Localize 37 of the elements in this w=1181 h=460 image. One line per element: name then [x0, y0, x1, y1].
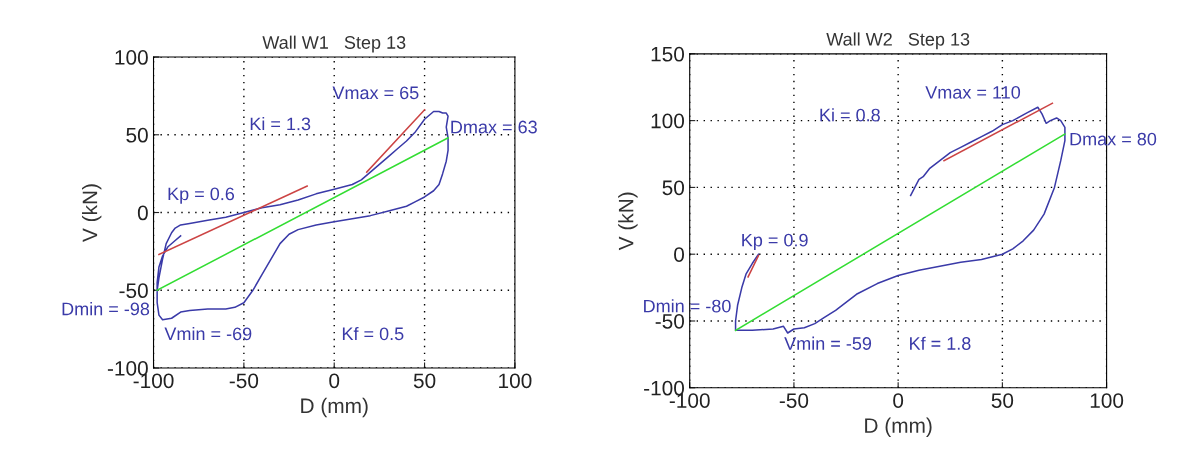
y-tick-label: 150	[651, 46, 685, 62]
annotation: Vmax = 110	[925, 85, 1021, 99]
line-series	[156, 110, 449, 321]
annotation: Kp = 0.6	[168, 187, 235, 204]
x-tick-label: -50	[229, 373, 259, 389]
y-tick-label: 50	[662, 180, 685, 196]
text: Dmin = -98	[62, 302, 150, 316]
x-axis-title: D (mm)	[301, 397, 368, 418]
y-tick-label: 50	[126, 127, 148, 143]
annotation: Dmax = 63	[451, 120, 537, 134]
chart-title: Wall W2 Step 13	[826, 32, 970, 50]
y-axis-title: V (kN)	[618, 192, 638, 251]
annotation: Kf = 0.5	[342, 326, 404, 341]
chart-title: Wall W1 Step 13	[262, 35, 406, 53]
annotation: Vmax = 65	[332, 86, 419, 100]
y-tick-label: 0	[674, 247, 685, 262]
y-tick-label: 0	[137, 205, 148, 221]
y-axis-title: V (kN)	[82, 184, 102, 242]
annotation: Ki = 1.3	[250, 117, 311, 131]
annotation: Ki = 0.8	[820, 108, 880, 122]
annotation: Kp = 0.9	[742, 233, 808, 251]
annotation: Kf = 1.8	[910, 336, 971, 350]
annotation: Dmin = -80	[644, 299, 731, 313]
annotation: Vmin = -59	[784, 336, 872, 350]
x-tick-label: 0	[329, 373, 340, 389]
x-tick-label: 50	[991, 393, 1014, 408]
x-axis-title: D (mm)	[865, 417, 932, 438]
x-tick-label: -50	[779, 393, 809, 408]
x-tick-label: 50	[413, 373, 436, 389]
x-tick-label: 0	[893, 393, 904, 408]
annotation: Vmin = -69	[164, 326, 252, 341]
y-tick-label: 100	[651, 113, 685, 129]
x-tick-label: 100	[1090, 393, 1124, 408]
y-tick-label: 100	[115, 50, 148, 65]
y-tick-label: -50	[119, 283, 148, 299]
y-tick-label: -50	[655, 313, 685, 329]
x-tick-label: 100	[499, 373, 532, 389]
